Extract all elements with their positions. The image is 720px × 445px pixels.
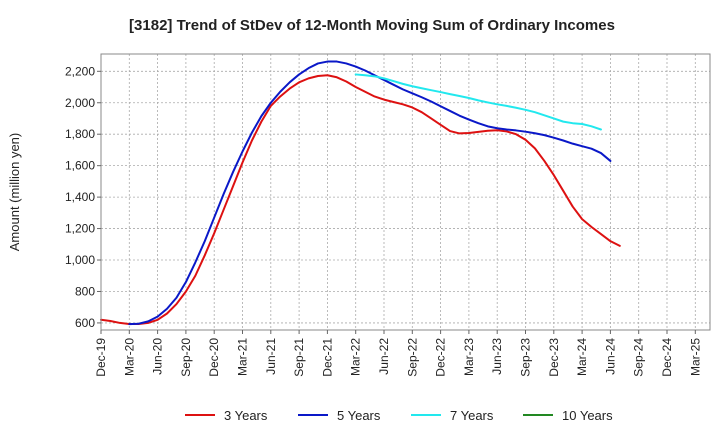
series-line-3-years [100,74,621,326]
y-tick-label: 1,000 [65,253,95,267]
x-tick-label: Jun-24 [603,338,617,375]
x-tick-label: Jun-23 [490,338,504,375]
x-tick-label: Jun-21 [264,338,278,375]
x-tick-label: Sep-23 [519,338,533,377]
y-tick-label: 1,800 [65,127,95,141]
y-tick-label: 1,600 [65,159,95,173]
y-tick-label: 1,200 [65,222,95,236]
grid [100,54,710,330]
y-tick-label: 600 [75,316,95,330]
x-tick-label: Sep-21 [292,338,306,377]
y-tick-label: 1,400 [65,190,95,204]
legend-label: 10 Years [562,408,613,423]
y-tick-label: 2,200 [65,64,95,78]
series-line-5-years [128,60,612,326]
x-tick-label: Mar-20 [122,338,136,376]
x-axis-ticks: Dec-19 Mar-20 Jun-20 Sep-20 Dec-20 Mar-21 Jun-… [94,330,702,377]
y-tick-label: 2,000 [65,96,95,110]
x-tick-label: Dec-22 [434,338,448,377]
x-tick-label: Dec-23 [547,338,561,377]
series-lines [100,60,621,326]
x-tick-label: Mar-21 [236,338,250,376]
x-tick-label: Dec-24 [660,338,674,377]
legend-label: 5 Years [337,408,381,423]
x-tick-label: Sep-22 [405,338,419,377]
x-tick-label: Dec-20 [207,338,221,377]
plot-frame [100,53,711,331]
x-tick-label: Dec-19 [94,338,108,377]
x-tick-label: Sep-20 [179,338,193,377]
x-tick-label: Dec-21 [320,338,334,377]
legend-label: 7 Years [450,408,494,423]
series-line-7-years [354,73,602,131]
x-tick-label: Mar-23 [462,338,476,376]
x-tick-label: Sep-24 [632,338,646,377]
x-tick-label: Jun-20 [151,338,165,375]
y-axis-label: Amount (million yen) [7,133,22,252]
legend-label: 3 Years [224,408,268,423]
x-tick-label: Jun-22 [377,338,391,375]
y-tick-label: 800 [75,284,95,298]
x-tick-label: Mar-25 [688,338,702,376]
x-tick-label: Mar-22 [349,338,363,376]
legend: 3 Years 5 Years 7 Years 10 Years [185,408,613,423]
chart-title: [3182] Trend of StDev of 12-Month Moving… [129,17,615,34]
y-axis-ticks: 600 800 1,000 1,200 1,400 1,600 1,800 2,000 2,20… [65,64,101,330]
x-tick-label: Mar-24 [575,338,589,376]
